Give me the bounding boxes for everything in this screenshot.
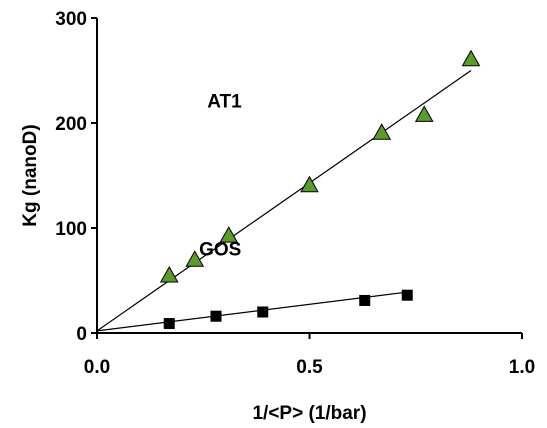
y-tick-label: 100	[55, 219, 87, 240]
at1-point-3	[219, 226, 239, 243]
fit-line-at1	[96, 70, 472, 332]
y-tick-label: 300	[55, 9, 87, 30]
at1-point-7	[461, 49, 481, 67]
annotation-gos: GOS	[199, 239, 241, 260]
labels: 0 100 200 300 0.0 0.5 1.0 1/<P> (1/bar) Kg (nano…	[20, 9, 535, 424]
x-tick-label: 0.0	[84, 357, 110, 378]
x-tick-label: 0.5	[296, 357, 323, 378]
gos-point-1	[163, 318, 175, 330]
y-tick-label: 0	[76, 324, 87, 345]
data-points	[159, 49, 481, 330]
at1-point-6	[414, 105, 434, 122]
annotation-at1: AT1	[207, 91, 242, 112]
at1-point-2	[185, 250, 205, 267]
gos-point-5	[401, 289, 413, 301]
gos-point-3	[257, 306, 269, 318]
y-tick-label: 200	[55, 114, 87, 135]
at1-point-5	[372, 123, 392, 140]
x-tick-label: 1.0	[509, 357, 535, 378]
fit-lines	[96, 70, 472, 332]
at1-point-4	[300, 175, 319, 193]
at1-point-1	[159, 265, 179, 283]
axes	[91, 17, 523, 339]
y-axis-title: Kg (nanoD)	[20, 124, 41, 226]
gos-point-4	[359, 294, 371, 306]
gos-point-2	[210, 310, 222, 322]
x-axis-title: 1/<P> (1/bar)	[252, 403, 366, 424]
fit-line-gos	[96, 291, 408, 332]
